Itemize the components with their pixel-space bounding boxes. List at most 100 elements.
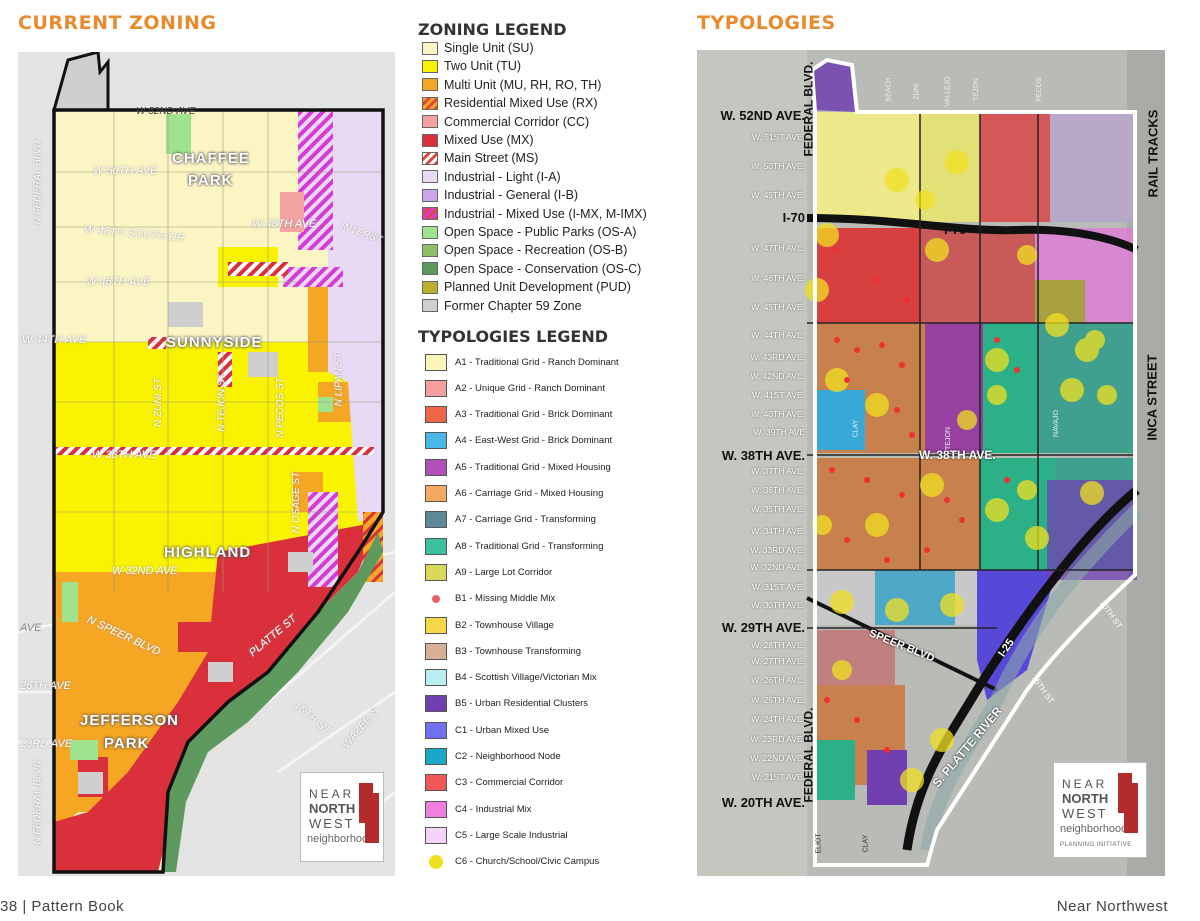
street-label: N TEJON ST [216,373,228,432]
street-label: W 48TH AVE [252,218,317,230]
zoning-legend-item: Multi Unit (MU, RH, RO, TH) [422,77,601,93]
logo-text: NEAR [1062,777,1108,791]
neighborhood-label: PARK [104,735,150,752]
road-label-federal-top: FEDERAL BLVD. [801,61,816,157]
avenue-label: W. 30TH AVE. [751,600,805,610]
legend-label: A6 - Carriage Grid - Mixed Housing [455,488,604,499]
street-label: TEJON [972,78,980,101]
legend-label: Industrial - General (I-B) [444,188,579,203]
street-label: W 32ND AVE [112,565,178,577]
legend-swatch [422,133,438,147]
footer-title: Near Northwest [1056,898,1168,915]
typology-legend-item: A7 - Carriage Grid - Transforming [425,509,596,531]
nnw-logo: NEAR NORTH WEST neighborhood PLANNING IN… [1053,762,1147,858]
typologies-map[interactable]: W. 52ND AVE. W. 51ST AVE. W. 50TH AVE. W. 4… [697,50,1165,876]
avenue-label: W. 40TH AVE. [751,409,805,419]
street-label: N LIPAN ST [333,352,345,407]
legend-swatch [422,59,438,73]
i70-label: I-70 [944,222,967,237]
avenue-label: W. 35TH AVE. [751,504,805,514]
avenue-label: W. 25TH AVE. [751,695,805,705]
current-zoning-map[interactable]: W 52ND AVE W 50TH AVE W 48TH SOUTH DR W … [18,52,395,876]
street-label: AVE [20,622,42,634]
street-label: ZUNI [913,83,921,100]
zoning-legend-item: Former Chapter 59 Zone [422,298,582,314]
legend-label: C2 - Neighborhood Node [455,751,561,762]
avenue-label: W. 51ST AVE. [751,132,805,142]
industrial-light-zone [328,110,383,522]
avenue-label: W. 24TH AVE. [751,714,805,724]
inca-street-label: INCA STREET [1144,354,1160,441]
typology-legend-item: C5 - Large Scale Industrial [425,824,567,846]
avenue-label: W. 20TH AVE. [721,795,805,810]
legend-swatch [425,774,447,792]
legend-swatch [422,188,438,202]
legend-label: Open Space - Conservation (OS-C) [444,261,642,276]
street-label: W 52ND AVE [136,106,196,117]
legend-swatch [422,243,438,257]
avenue-label: W. 29TH AVE. [721,620,805,635]
legend-label: Single Unit (SU) [444,41,534,55]
avenue-label: W. 22ND AVE. [750,753,805,763]
zoning-legend-item: Single Unit (SU) [422,40,534,56]
park-chaffee [166,114,191,154]
former-ch59-zone [52,52,110,112]
c5-zone [1050,112,1135,222]
typologies-title: TYPOLOGIES [697,12,836,34]
legend-label: Mixed Use (MX) [444,133,534,147]
legend-label: Main Street (MS) [444,151,539,166]
zoning-legend-item: Planned Unit Development (PUD) [422,279,631,295]
zoning-legend-item: Mixed Use (MX) [422,132,534,148]
neighborhood-label: JEFFERSON [80,712,180,729]
legend-swatch [422,78,438,92]
avenue-label: W. 27TH AVE. [751,656,805,666]
avenue-label: W. 32ND AVE. [750,562,805,572]
logo-text: NORTH [1062,791,1109,806]
zoning-legend-item: Open Space - Public Parks (OS-A) [422,224,636,240]
avenue-label: W. 47TH AVE. [751,243,805,253]
legend-swatch [422,207,438,221]
avenue-label: W. 36TH AVE. [751,485,805,495]
street-label: W 38TH AVE [92,449,157,461]
platte-greenway [163,532,383,872]
avenue-label: W. 52ND AVE. [720,108,805,123]
zoning-legend-item: Industrial - Light (I-A) [422,169,561,185]
zoning-legend-item: Residential Mixed Use (RX) [422,95,598,111]
typology-legend-item: C2 - Neighborhood Node [425,746,561,768]
logo-text: WEST [1062,806,1108,821]
avenue-label: W. 44TH AVE. [751,330,805,340]
legend-label: C6 - Church/School/Civic Campus [455,856,600,868]
logo-text: neighborhood [307,833,375,845]
logo-text: NORTH [309,801,356,816]
typology-legend-item: A8 - Traditional Grid - Transforming [425,535,603,557]
street-label: N FEDERAL BLVD [32,760,44,845]
avenue-label: W. 39TH AVE [753,427,805,437]
typology-legend-item: B1 - Missing Middle Mix [425,588,555,610]
legend-label: C4 - Industrial Mix [455,803,532,815]
street-label: W 44TH AVE [22,334,87,346]
avenue-label: W. 50TH AVE. [751,161,805,171]
rail-tracks-label: RAIL TRACKS [1145,109,1161,198]
legend-swatch [425,853,447,870]
two-unit-zone [54,282,378,592]
legend-label: C3 - Commercial Corridor [455,777,564,789]
nnw-logo: NEAR NORTH WEST neighborhood [300,772,384,862]
legend-label: C1 - Urban Mixed Use [455,724,549,736]
street-label: W 46TH AVE [86,276,151,288]
legend-label: A4 - East-West Grid - Brick Dominant [455,435,613,447]
legend-swatch [425,721,447,739]
legend-swatch [425,826,447,844]
legend-swatch [422,225,438,239]
typologies-legend-title: TYPOLOGIES LEGEND [418,327,609,346]
zoning-legend-item: Industrial - General (I-B) [422,187,578,203]
legend-swatch [425,800,447,818]
i70-highway [806,214,1139,254]
c3-zone [980,112,1050,222]
typology-legend-item: A3 - Traditional Grid - Brick Dominant [425,404,612,426]
legend-label: A5 - Traditional Grid - Mixed Housing [455,461,611,473]
legend-swatch [425,379,447,397]
zoning-legend-item: Main Street (MS) [422,150,538,166]
study-area-boundary [52,108,385,874]
zoning-legend-item: Industrial - Mixed Use (I-MX, M-IMX) [422,206,647,222]
typology-legend-item: C6 - Church/School/Civic Campus [425,851,599,873]
